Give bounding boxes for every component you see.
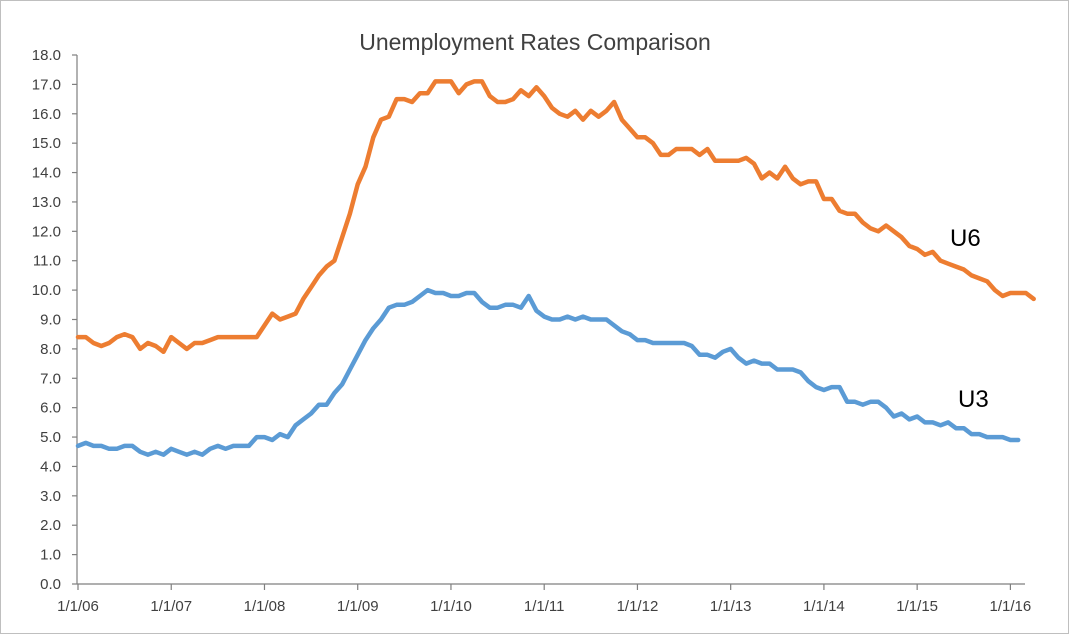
series-layer bbox=[75, 79, 1036, 457]
y-tick-label: 16.0 bbox=[32, 106, 61, 123]
y-tick-label: 2.0 bbox=[40, 517, 61, 534]
y-tick-label: 11.0 bbox=[33, 253, 61, 270]
y-tick-label: 8.0 bbox=[40, 341, 61, 358]
series-line-u3 bbox=[75, 287, 1021, 457]
y-tick-label: 18.0 bbox=[32, 47, 61, 64]
x-axis-ticks: 1/1/06 1/1/07 1/1/08 1/1/09 1/1/10 1/1/11 1/1/… bbox=[57, 584, 1031, 615]
annotation-layer: U6 U3 bbox=[950, 225, 989, 413]
x-tick-label: 1/1/16 bbox=[990, 598, 1032, 615]
y-axis-ticks: 0.0 1.0 2.0 3.0 4.0 5.0 6.0 7.0 8.0 9.0 10.0 11.0 12… bbox=[32, 47, 77, 593]
y-tick-label: 10.0 bbox=[32, 282, 61, 299]
x-tick-label: 1/1/13 bbox=[710, 598, 752, 615]
x-tick-label: 1/1/14 bbox=[803, 598, 845, 615]
x-tick-label: 1/1/15 bbox=[896, 598, 938, 615]
y-tick-label: 12.0 bbox=[32, 223, 61, 240]
y-tick-label: 1.0 bbox=[40, 547, 61, 564]
y-tick-label: 9.0 bbox=[40, 312, 61, 329]
x-tick-label: 1/1/06 bbox=[57, 598, 99, 615]
y-tick-label: 6.0 bbox=[40, 400, 61, 417]
x-tick-label: 1/1/09 bbox=[337, 598, 379, 615]
chart-title: Unemployment Rates Comparison bbox=[359, 29, 711, 55]
series-label-u3: U3 bbox=[958, 386, 989, 413]
x-tick-label: 1/1/12 bbox=[617, 598, 659, 615]
y-tick-label: 13.0 bbox=[32, 194, 61, 211]
x-tick-label: 1/1/10 bbox=[430, 598, 472, 615]
y-tick-label: 3.0 bbox=[40, 488, 61, 505]
y-tick-label: 14.0 bbox=[32, 165, 61, 182]
series-label-u6: U6 bbox=[950, 225, 981, 252]
y-tick-label: 15.0 bbox=[32, 135, 61, 152]
x-tick-label: 1/1/07 bbox=[150, 598, 192, 615]
x-tick-label: 1/1/08 bbox=[244, 598, 286, 615]
y-tick-label: 5.0 bbox=[40, 429, 61, 446]
y-tick-label: 7.0 bbox=[40, 370, 61, 387]
y-tick-label: 4.0 bbox=[40, 458, 61, 475]
y-tick-label: 17.0 bbox=[32, 76, 61, 93]
y-tick-label: 0.0 bbox=[40, 576, 61, 593]
series-line-u6 bbox=[75, 79, 1036, 355]
x-tick-label: 1/1/11 bbox=[524, 598, 565, 615]
